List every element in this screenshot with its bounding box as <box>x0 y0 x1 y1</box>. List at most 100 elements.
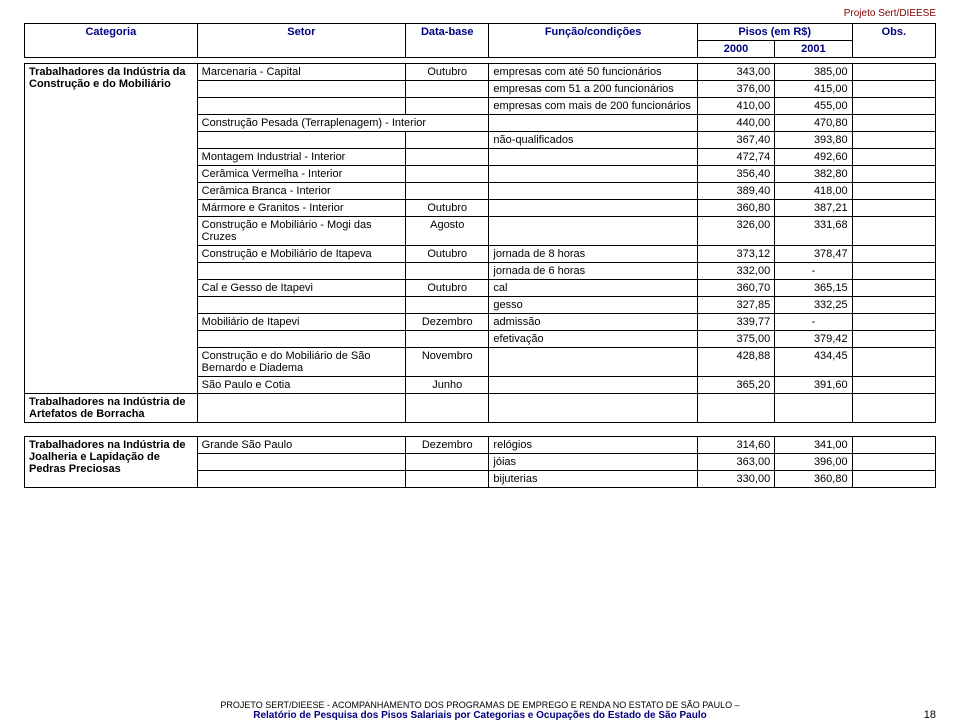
hdr-funcao: Função/condições <box>489 24 697 58</box>
cell-data <box>406 98 489 115</box>
cell-func: jornada de 8 horas <box>489 246 697 263</box>
cell-func: gesso <box>489 297 697 314</box>
header-row-1: Categoria Setor Data-base Função/condiçõ… <box>25 24 936 41</box>
cell-data <box>406 149 489 166</box>
cell-data: Dezembro <box>406 314 489 331</box>
cell-data: Junho <box>406 377 489 394</box>
cell-p2001: 393,80 <box>775 132 852 149</box>
cell-data <box>406 263 489 280</box>
cell-func: admissão <box>489 314 697 331</box>
cell-setor <box>197 471 405 488</box>
cell-p2001: 470,80 <box>775 115 852 132</box>
cell-obs <box>852 81 935 98</box>
cell-func <box>489 348 697 377</box>
cell-func <box>489 394 697 423</box>
cell-obs <box>852 348 935 377</box>
cell-p2000: 373,12 <box>697 246 774 263</box>
cell-func: efetivação <box>489 331 697 348</box>
cell-func <box>489 115 697 132</box>
footer-line-2: Relatório de Pesquisa dos Pisos Salariai… <box>0 710 960 721</box>
cell-func: cal <box>489 280 697 297</box>
cell-obs <box>852 331 935 348</box>
cell-p2000: 339,77 <box>697 314 774 331</box>
footer-line-1: PROJETO SERT/DIEESE - ACOMPANHAMENTO DOS… <box>0 700 960 710</box>
cell-data: Outubro <box>406 64 489 81</box>
cell-obs <box>852 437 935 454</box>
cell-p2000: 330,00 <box>697 471 774 488</box>
cell-setor: Cerâmica Vermelha - Interior <box>197 166 405 183</box>
cell-p2000: 367,40 <box>697 132 774 149</box>
cell-p2001: 379,42 <box>775 331 852 348</box>
cell-data: Outubro <box>406 246 489 263</box>
cell-p2001: 332,25 <box>775 297 852 314</box>
cell-p2000: 365,20 <box>697 377 774 394</box>
cell-func: relógios <box>489 437 697 454</box>
cell-p2001: 391,60 <box>775 377 852 394</box>
cell-func <box>489 183 697 200</box>
cell-setor: Montagem Industrial - Interior <box>197 149 405 166</box>
table-row: Trabalhadores na Indústria de Joalheria … <box>25 437 936 454</box>
cell-setor: Cerâmica Branca - Interior <box>197 183 405 200</box>
page-footer: PROJETO SERT/DIEESE - ACOMPANHAMENTO DOS… <box>0 700 960 721</box>
cell-func: empresas com 51 a 200 funcionários <box>489 81 697 98</box>
cell-setor: Mármore e Granitos - Interior <box>197 200 405 217</box>
cell-data: Outubro <box>406 200 489 217</box>
cell-p2001: 418,00 <box>775 183 852 200</box>
cell-p2001: 385,00 <box>775 64 852 81</box>
cell-obs <box>852 115 935 132</box>
cat1-label: Trabalhadores da Indústria da Construção… <box>29 66 186 90</box>
cell-func: jornada de 6 horas <box>489 263 697 280</box>
cell-obs <box>852 98 935 115</box>
cell-data <box>406 132 489 149</box>
hdr-obs: Obs. <box>852 24 935 58</box>
cell-p2001: 382,80 <box>775 166 852 183</box>
cell-obs <box>852 64 935 81</box>
cell-obs <box>852 183 935 200</box>
cell-obs <box>852 263 935 280</box>
cell-obs <box>852 246 935 263</box>
cell-p2000: 327,85 <box>697 297 774 314</box>
cell-setor <box>197 263 405 280</box>
cell-func: bijuterias <box>489 471 697 488</box>
cell-p2000: 363,00 <box>697 454 774 471</box>
cell-p2000: 428,88 <box>697 348 774 377</box>
cell-setor <box>197 98 405 115</box>
cell-obs <box>852 132 935 149</box>
cell-p2001: 396,00 <box>775 454 852 471</box>
cell-p2001: - <box>775 263 852 280</box>
cell-p2000: 472,74 <box>697 149 774 166</box>
project-header: Projeto Sert/DIEESE <box>24 8 936 19</box>
category-cell-3: Trabalhadores na Indústria de Joalheria … <box>25 437 198 488</box>
cell-obs <box>852 200 935 217</box>
cell-p2001: 331,68 <box>775 217 852 246</box>
cell-data: Outubro <box>406 280 489 297</box>
table-row: Trabalhadores na Indústria de Artefatos … <box>25 394 936 423</box>
cell-obs <box>852 377 935 394</box>
cell-data <box>406 394 489 423</box>
hdr-database: Data-base <box>406 24 489 58</box>
category-cell-1: Trabalhadores da Indústria da Construção… <box>25 64 198 394</box>
cell-data: Agosto <box>406 217 489 246</box>
cell-p2001: 365,15 <box>775 280 852 297</box>
cell-p2000: 356,40 <box>697 166 774 183</box>
cell-p2000: 376,00 <box>697 81 774 98</box>
cell-p2000: 332,00 <box>697 263 774 280</box>
cell-setor: Construção Pesada (Terraplenagem) - Inte… <box>197 115 489 132</box>
cell-p2000: 389,40 <box>697 183 774 200</box>
cell-p2000: 343,00 <box>697 64 774 81</box>
cell-setor: Construção e Mobiliário - Mogi das Cruze… <box>197 217 405 246</box>
cell-setor: Marcenaria - Capital <box>197 64 405 81</box>
cell-p2001: - <box>775 314 852 331</box>
cell-func: jóias <box>489 454 697 471</box>
cell-func <box>489 200 697 217</box>
cell-p2001: 360,80 <box>775 471 852 488</box>
cell-setor: Construção e do Mobiliário de São Bernar… <box>197 348 405 377</box>
hdr-pisos: Pisos (em R$) <box>697 24 852 41</box>
cell-data: Novembro <box>406 348 489 377</box>
cell-data <box>406 471 489 488</box>
cell-obs <box>852 297 935 314</box>
cell-p2000: 375,00 <box>697 331 774 348</box>
cell-p2000 <box>697 394 774 423</box>
cell-func: empresas com mais de 200 funcionários <box>489 98 697 115</box>
cell-setor: Cal e Gesso de Itapevi <box>197 280 405 297</box>
